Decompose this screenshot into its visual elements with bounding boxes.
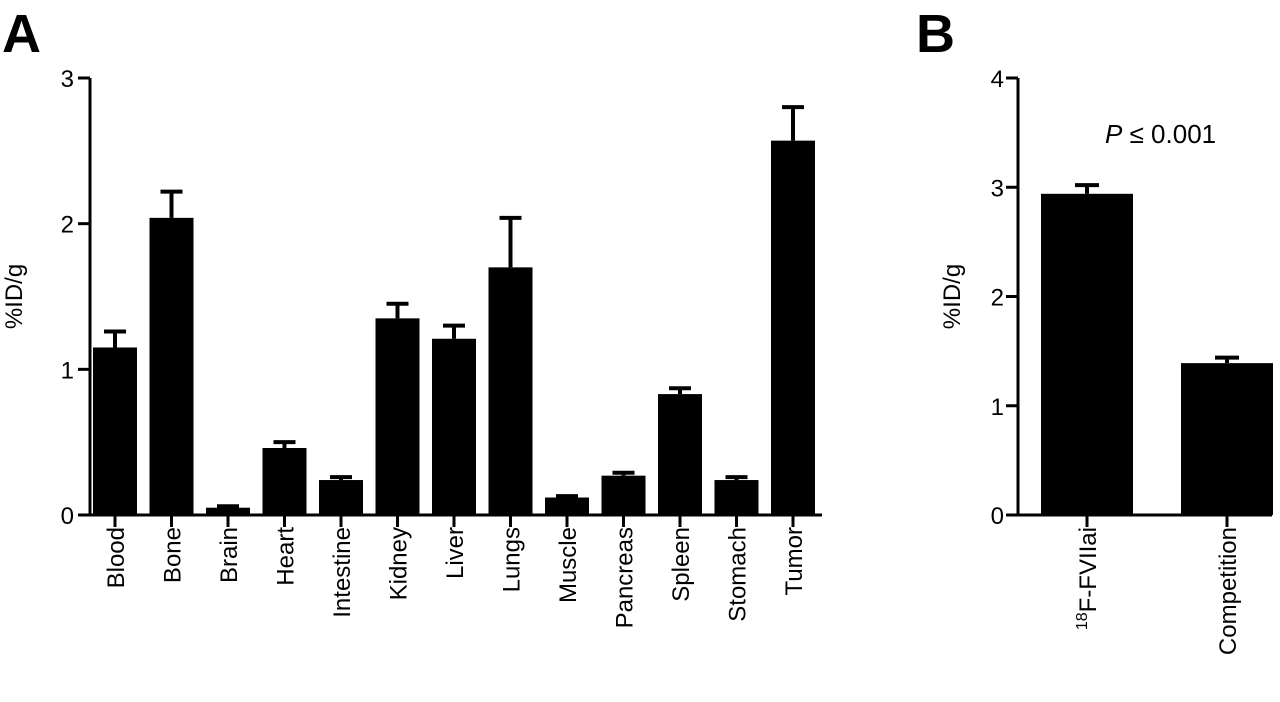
y-axis-title: %ID/g [1,264,28,329]
y-tick-label: 3 [991,175,1004,202]
y-tick-label: 3 [61,66,74,93]
x-tick-label: Pancreas [612,527,639,628]
y-tick-label: 2 [61,212,74,239]
x-tick-label: Heart [273,527,300,586]
bar [714,480,759,515]
superscript: 18 [1074,612,1091,630]
y-axis-title: %ID/g [939,264,966,329]
x-tick-label: Blood [103,527,130,588]
chart-b: 0 1 2 3 4 %ID/g 18F-FVIIai Competition P ≤ 0.001 [939,66,1273,655]
bar [545,497,589,515]
bar [771,140,815,516]
x-tick-label: Stomach [725,527,752,622]
label-text: F-FVIIai [1075,527,1102,612]
y-tick-label: 1 [991,394,1004,421]
p-value-annotation: P ≤ 0.001 [1105,119,1216,149]
x-tick-label: Bone [160,527,187,583]
x-tick-label: Tumor [781,527,808,595]
x-tick-label: Lungs [499,527,526,592]
y-tick-label: 1 [61,357,74,384]
bar [601,475,646,515]
x-tick-label: Competition [1215,527,1242,655]
panel-label-a: A [2,4,41,64]
p-symbol: P [1105,119,1123,149]
bar [319,480,363,515]
bar [488,267,533,515]
x-tick-label: Liver [442,527,469,579]
chart-a: 0 1 2 3 %ID/g Blood Bone Brain Heart Intestine Kid… [1,66,822,628]
bar [1041,193,1133,515]
x-tick-label: Spleen [668,527,695,602]
y-tick-label: 2 [991,285,1004,312]
bar [432,338,476,515]
bar [262,447,307,515]
bar [149,217,194,515]
bar [1181,363,1273,515]
bar [206,507,250,515]
x-tick-label: Muscle [555,527,582,603]
bar [93,347,137,515]
y-tick-label: 4 [991,66,1004,93]
x-tick-label: Kidney [386,527,413,600]
x-tick-label: Intestine [329,527,356,618]
panel-label-b: B [916,4,955,64]
y-tick-label: 0 [991,503,1004,530]
y-tick-label: 0 [61,503,74,530]
bar [658,394,702,515]
x-tick-label: Brain [216,527,243,583]
x-tick-label: 18F-FVIIai [1074,527,1102,630]
p-value-text: ≤ 0.001 [1122,119,1216,149]
bar [375,318,420,515]
